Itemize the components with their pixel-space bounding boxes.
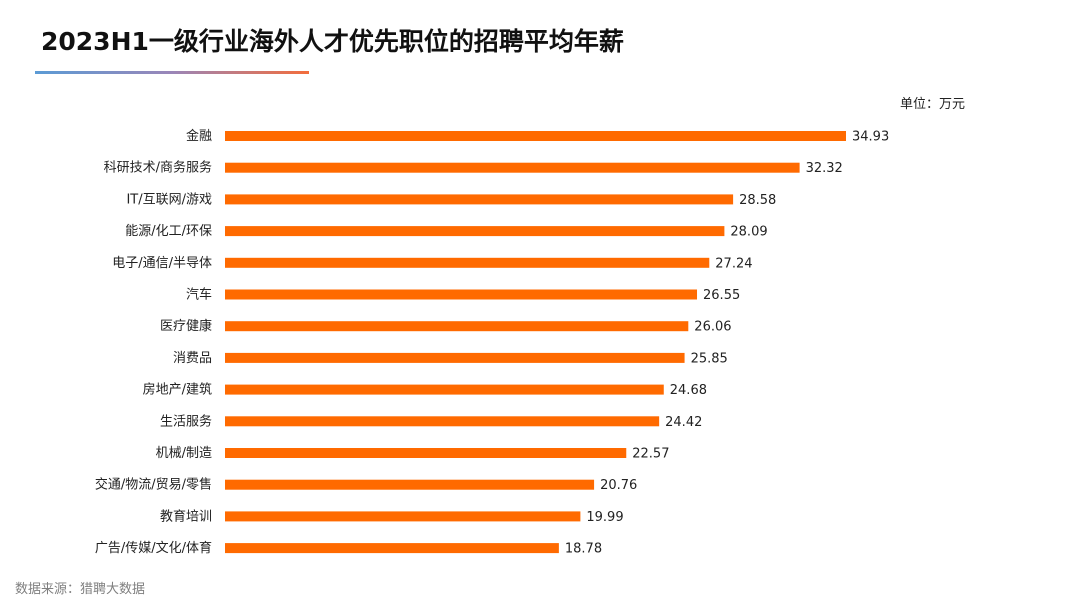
bar	[225, 511, 581, 522]
category-label: 广告/传媒/文化/体育	[95, 540, 212, 556]
bar	[225, 543, 559, 554]
category-label: 能源/化工/环保	[125, 224, 212, 239]
value-label: 28.58	[739, 193, 776, 208]
bar	[225, 162, 800, 173]
category-label: 汽车	[186, 287, 212, 303]
category-label: 房地产/建筑	[143, 382, 212, 398]
category-label: 科研技术/商务服务	[104, 160, 212, 176]
bar	[225, 352, 685, 363]
value-label: 18.78	[565, 542, 602, 557]
data-source: 数据来源：猎聘大数据	[15, 582, 146, 597]
value-label: 26.06	[694, 320, 731, 335]
page-title: 2023H1一级行业海外人才优先职位的招聘平均年薪	[41, 27, 624, 56]
value-label: 24.42	[665, 415, 702, 430]
category-label: 消费品	[173, 351, 212, 366]
value-label: 19.99	[586, 510, 623, 525]
value-label: 32.32	[806, 161, 843, 176]
bar	[225, 448, 627, 458]
bar	[225, 321, 689, 332]
bar	[225, 194, 734, 205]
bar	[225, 384, 664, 395]
bar	[225, 226, 725, 237]
category-label: 机械/制造	[156, 446, 212, 461]
category-label: 金融	[186, 128, 212, 144]
bar	[225, 416, 660, 427]
category-label: 教育培训	[160, 508, 212, 524]
category-label: 交通/物流/贸易/零售	[95, 477, 212, 493]
value-label: 20.76	[600, 478, 637, 493]
bar	[225, 289, 698, 300]
value-label: 26.55	[703, 288, 740, 303]
value-label: 22.57	[632, 447, 669, 462]
bar	[225, 479, 595, 490]
category-label: IT/互联网/游戏	[126, 192, 212, 207]
title-underline	[35, 71, 309, 74]
bar	[225, 257, 710, 268]
category-label: 电子/通信/半导体	[112, 256, 212, 271]
category-label: 生活服务	[160, 413, 212, 429]
category-label: 医疗健康	[160, 318, 212, 334]
bar	[225, 131, 846, 141]
value-label: 34.93	[852, 130, 889, 145]
unit-label: 单位：万元	[900, 97, 966, 112]
value-label: 25.85	[691, 351, 728, 366]
value-label: 28.09	[730, 225, 767, 240]
value-label: 24.68	[670, 383, 707, 398]
value-label: 27.24	[715, 256, 752, 271]
